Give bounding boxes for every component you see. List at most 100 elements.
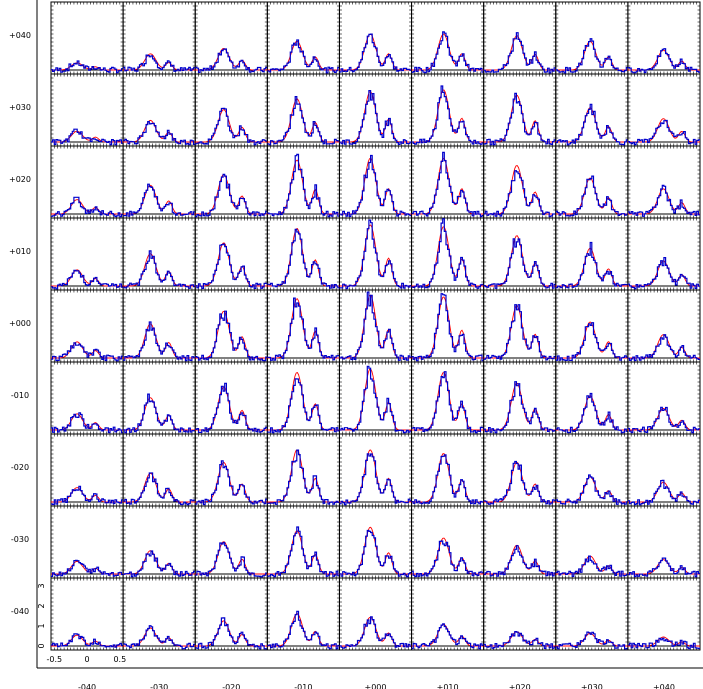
plot-cell	[483, 145, 557, 219]
observed-spectrum-line	[483, 545, 556, 577]
observed-spectrum-line	[627, 479, 700, 506]
cell-frame	[194, 433, 268, 507]
plot-cell	[555, 145, 629, 219]
observed-spectrum-line	[627, 334, 700, 362]
observed-spectrum-line	[483, 631, 556, 649]
observed-spectrum-line	[627, 557, 700, 578]
observed-spectrum-line	[555, 555, 628, 577]
observed-spectrum-line	[411, 31, 484, 74]
plot-cell	[555, 217, 629, 291]
model-spectrum-line	[123, 253, 196, 287]
cell-frame	[338, 1, 413, 75]
observed-spectrum-line	[627, 184, 700, 217]
cell-frame	[266, 73, 340, 147]
observed-spectrum-line	[483, 460, 556, 505]
plot-cell	[627, 73, 701, 147]
observed-spectrum-line	[627, 257, 700, 290]
model-spectrum-line	[555, 40, 628, 71]
observed-spectrum-line	[51, 633, 124, 648]
plot-cell	[266, 289, 340, 363]
plot-cell	[627, 289, 701, 363]
observed-spectrum-line	[411, 623, 484, 650]
observed-spectrum-line	[627, 119, 700, 146]
plot-cell	[50, 577, 124, 651]
observed-spectrum-line	[51, 412, 124, 434]
plot-cell	[50, 361, 124, 435]
model-spectrum-line	[339, 368, 412, 431]
model-spectrum-line	[483, 544, 556, 575]
column-offset-label: -030	[150, 683, 168, 689]
cell-y-tick-label: 0	[37, 643, 46, 648]
plot-cell	[483, 217, 557, 291]
cell-frame	[50, 577, 124, 651]
observed-spectrum-line	[123, 54, 196, 72]
plot-cell	[627, 361, 701, 435]
cell-frame	[266, 577, 340, 651]
observed-spectrum-line	[483, 304, 556, 361]
plot-cell	[50, 433, 124, 507]
observed-spectrum-line	[339, 291, 412, 361]
row-offset-label: -010	[11, 391, 29, 400]
column-offset-label: -010	[294, 683, 312, 689]
cell-frame	[266, 505, 340, 579]
column-offset-labels: -040 -030 -020 -010 +000 +010 +020 +030 +040	[36, 0, 703, 689]
cell-frame	[50, 433, 124, 507]
model-spectrum-line	[627, 49, 700, 71]
observed-spectrum-line	[267, 297, 340, 361]
observed-spectrum-line	[339, 33, 412, 73]
plot-cell	[411, 361, 485, 435]
observed-spectrum-line	[555, 474, 628, 505]
cell-frame	[194, 361, 268, 435]
model-spectrum-line	[123, 119, 196, 143]
plot-cell	[266, 217, 340, 291]
cell-frame	[483, 217, 557, 291]
plot-cell	[122, 217, 196, 291]
observed-spectrum-line	[411, 151, 484, 218]
observed-spectrum-line	[267, 526, 340, 578]
cell-frame	[627, 145, 701, 219]
plot-cell	[50, 1, 124, 75]
cell-frame	[411, 361, 485, 435]
column-offset-label: -040	[78, 683, 96, 689]
cell-frame	[194, 289, 268, 363]
model-spectrum-line	[627, 559, 700, 575]
plot-cell	[627, 577, 701, 651]
plot-cell	[338, 577, 413, 651]
plot-cell	[555, 433, 629, 507]
cell-frame	[483, 289, 557, 363]
plot-cell	[50, 505, 124, 579]
plot-cell	[122, 577, 196, 651]
row-offset-label: +040	[9, 31, 31, 40]
observed-spectrum-line	[123, 625, 196, 650]
column-offset-label: +010	[437, 683, 459, 689]
plot-cell	[483, 505, 557, 579]
observed-spectrum-line	[267, 378, 340, 434]
model-spectrum-line	[627, 188, 700, 215]
observed-spectrum-line	[483, 92, 556, 146]
model-spectrum-line	[483, 305, 556, 359]
cell-frame	[411, 145, 485, 219]
model-spectrum-line	[339, 526, 412, 575]
cell-frame	[50, 73, 124, 147]
plot-cell	[122, 433, 196, 507]
plot-cell	[411, 73, 485, 147]
cell-frame	[555, 577, 629, 651]
plot-cell	[627, 1, 701, 75]
model-spectrum-line	[339, 91, 412, 143]
plot-cell	[338, 145, 413, 219]
cell-frame	[627, 289, 701, 363]
plot-cell	[411, 1, 485, 75]
model-spectrum-line	[195, 461, 268, 503]
model-spectrum-line	[195, 620, 268, 647]
plot-cell	[194, 289, 268, 363]
cell-frame	[483, 1, 557, 75]
plot-cell	[338, 433, 413, 507]
plot-cell	[627, 217, 701, 291]
plot-cell	[627, 433, 701, 507]
observed-spectrum-line	[411, 454, 484, 505]
observed-spectrum-line	[195, 310, 268, 362]
model-spectrum-line	[195, 48, 268, 71]
cell-frame	[627, 505, 701, 579]
row-offset-label: -030	[11, 535, 29, 544]
observed-spectrum-line	[411, 85, 484, 145]
